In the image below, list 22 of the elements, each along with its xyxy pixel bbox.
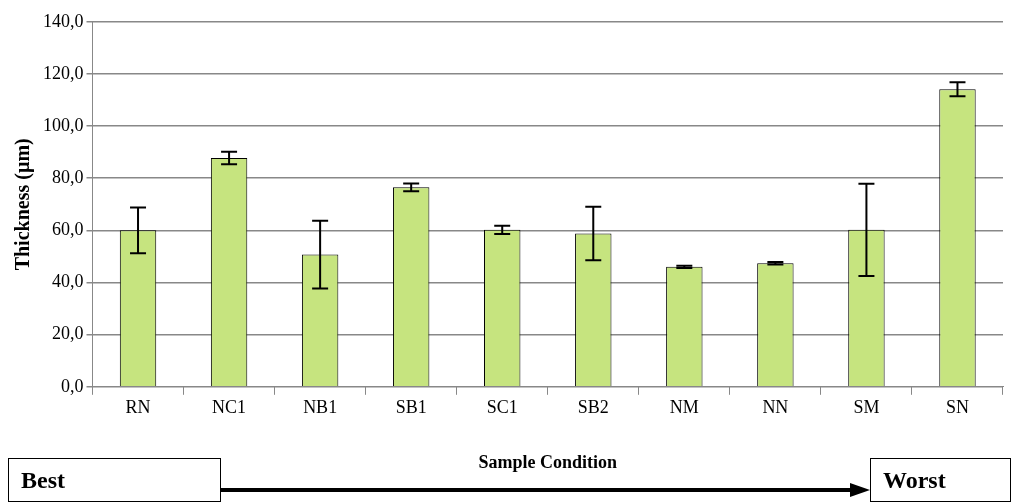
y-tick-label: 140,0 — [43, 10, 84, 31]
y-tick-label: 80,0 — [52, 166, 84, 187]
x-axis-title: Sample Condition — [478, 451, 618, 472]
y-tick-label: 120,0 — [43, 62, 84, 83]
y-tick-label: 40,0 — [52, 271, 84, 292]
x-tick-label: NC1 — [212, 397, 247, 418]
x-tick-label: NN — [762, 397, 789, 418]
x-tick-label: NM — [669, 397, 699, 418]
x-tick-label: SC1 — [486, 397, 518, 418]
y-tick-label: 20,0 — [52, 323, 84, 344]
y-tick-label: 60,0 — [52, 219, 84, 240]
x-tick-label: SN — [945, 397, 969, 418]
text: Worst — [870, 458, 1011, 502]
x-tick-label: SB1 — [395, 397, 427, 418]
text: Best — [8, 458, 221, 502]
x-tick-label: SB2 — [577, 397, 609, 418]
y-axis-title: Thickness (µm) — [11, 138, 35, 271]
y-tick-label: 0,0 — [61, 375, 84, 396]
x-tick-label: SM — [853, 397, 880, 418]
y-tick-label: 100,0 — [43, 114, 84, 135]
x-tick-label: NB1 — [303, 397, 338, 418]
x-tick-label: RN — [125, 397, 151, 418]
